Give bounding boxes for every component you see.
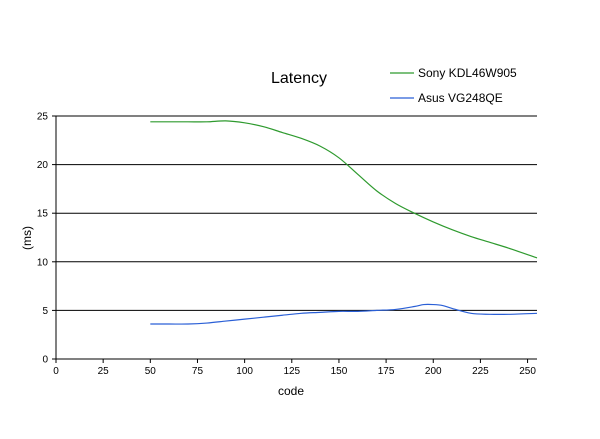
x-tick-label-75: 75 <box>192 366 204 377</box>
x-tick-label-0: 0 <box>53 366 59 377</box>
x-tick-label-25: 25 <box>98 366 110 377</box>
y-axis-ticks: 0 5 10 15 20 25 <box>37 112 56 366</box>
x-tick-label-100: 100 <box>236 366 253 377</box>
x-axis-label: code <box>278 384 304 398</box>
y-tick-label-20: 20 <box>37 160 49 171</box>
x-tick-label-175: 175 <box>378 366 395 377</box>
y-tick-label-5: 5 <box>42 306 48 317</box>
x-axis-ticks: 0 25 50 75 100 125 150 175 200 225 250 <box>53 359 536 377</box>
legend: Sony KDL46W905 Asus VG248QE <box>390 66 517 105</box>
x-tick-label-225: 225 <box>472 366 489 377</box>
x-tick-label-250: 250 <box>519 366 536 377</box>
x-tick-label-125: 125 <box>283 366 300 377</box>
x-tick-label-200: 200 <box>425 366 442 377</box>
y-tick-label-10: 10 <box>37 257 49 268</box>
series-line-0 <box>150 120 538 259</box>
series-line-1 <box>150 303 538 325</box>
y-tick-label-25: 25 <box>37 112 49 123</box>
chart-title: Latency <box>271 70 327 87</box>
horizontal-gridlines <box>56 115 537 311</box>
y-axis-label: (ms) <box>20 226 34 250</box>
x-tick-label-150: 150 <box>331 366 348 377</box>
axes <box>55 116 537 360</box>
y-tick-label-15: 15 <box>37 209 49 220</box>
series-lines <box>150 120 538 325</box>
legend-label-sony: Sony KDL46W905 <box>418 66 517 80</box>
y-tick-label-0: 0 <box>42 355 48 366</box>
x-tick-label-50: 50 <box>145 366 157 377</box>
legend-label-asus: Asus VG248QE <box>418 91 503 105</box>
